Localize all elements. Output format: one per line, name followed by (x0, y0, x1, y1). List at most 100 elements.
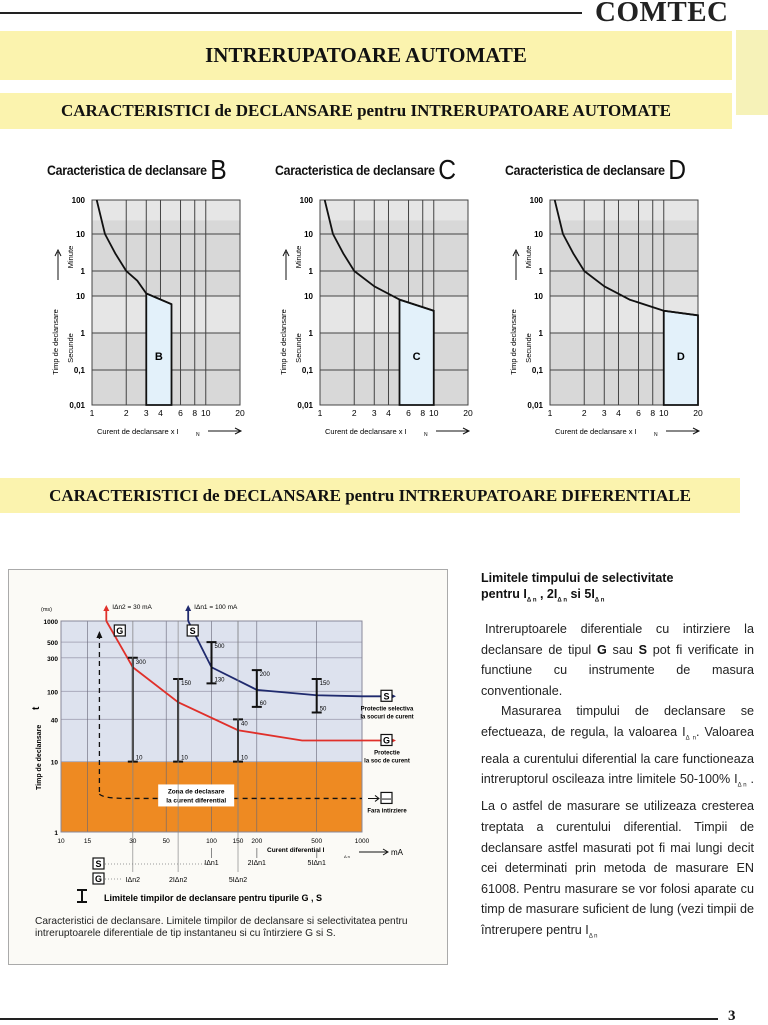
x-tick-label: 8 (650, 408, 655, 418)
limit-min-label: 130 (215, 677, 226, 683)
s-label-box (186, 624, 199, 637)
shade-band (320, 220, 468, 296)
region-label: C (413, 351, 421, 363)
legend-s: Protectie selectiva (361, 706, 414, 712)
x-tick-label: 4 (158, 408, 163, 418)
y-tick-label: 0,01 (527, 401, 543, 410)
section-title-automate: CARACTERISTICI de DECLANSARE pentru INTR… (0, 93, 732, 129)
x-unit: mA (391, 848, 404, 857)
limit-min-label: 50 (320, 707, 327, 713)
y-tick-label: 0,1 (532, 366, 544, 375)
plot-area: 100 10 1 10 1 0,1 0,01 1 2 3 4 6 8 10 20 D (527, 196, 703, 418)
x-tick-label: 200 (251, 838, 262, 845)
brand-logo: COMTEC (595, 0, 729, 28)
header-rule (0, 12, 582, 14)
plot-border (549, 199, 699, 406)
arrow-right-icon (208, 427, 243, 435)
x-tick-label: 6 (406, 408, 411, 418)
x-tick-label: 3 (144, 408, 149, 418)
y-axis-label: Timp de declansare (279, 309, 288, 375)
s-mark-label: IΔn1 (204, 860, 219, 867)
x-axis-sub: Δ n (344, 854, 350, 859)
x-tick-label: 1 (548, 408, 553, 418)
trip-chart-b: Caracteristica de declansare B 100 10 1 10 1 0,… (40, 152, 265, 442)
footer-rule (0, 1018, 718, 1020)
trip-chart-plot: 100 10 1 10 1 0,1 0,01 1 2 3 4 6 8 10 20 D Timp de decla… (509, 196, 703, 438)
limit-min-label: 10 (136, 756, 143, 762)
limit-bar-s: 150 50 (311, 677, 330, 714)
limit-bar-icon (206, 641, 217, 685)
zone-label: la curent diferential (166, 797, 226, 804)
limit-max-label: 300 (136, 660, 147, 666)
y-tick-label: 500 (47, 640, 58, 647)
y-tick-label: 0,01 (297, 401, 313, 410)
figure-caption: Caracteristici de declansare. Limitele t… (35, 916, 408, 939)
x-tick-label: 50 (163, 838, 171, 845)
y-tick-label: 1 (539, 267, 544, 276)
limit-max-label: 150 (181, 681, 192, 687)
x-tick-label: 3 (602, 408, 607, 418)
x-tick-label: 500 (311, 838, 322, 845)
limit-max-label: 40 (241, 721, 248, 727)
s-mark-label: 2IΔn1 (248, 860, 266, 867)
x-tick-label: 8 (420, 408, 425, 418)
g-row-box: G (95, 874, 102, 884)
trip-chart-d: Caracteristica de declansare D 100 10 1 10 1 0,… (498, 152, 723, 442)
s-legend-box-box (380, 689, 393, 702)
limit-min-label: 10 (241, 756, 248, 762)
y-tick-label: 10 (304, 230, 313, 239)
x-tick-label: 20 (693, 408, 703, 418)
limit-bar-icon (251, 669, 262, 708)
trip-chart-title: Caracteristica de declansare D (505, 154, 686, 185)
trip-chart-c: Caracteristica de declansare C 100 10 1 10 1 0,… (268, 152, 493, 442)
y-tick-label: 1 (309, 267, 314, 276)
arrow-right-icon (666, 427, 701, 435)
y-tick-label: 1000 (44, 619, 59, 626)
x-tick-label: 1 (318, 408, 323, 418)
y-tick-label: 100 (300, 196, 314, 205)
x-tick-label: 15 (84, 838, 92, 845)
y-axis-label: Timp de declansare (36, 725, 43, 790)
x-tick-label: 1000 (355, 838, 370, 845)
plot-area: 100 10 1 10 1 0,1 0,01 1 2 3 4 6 8 10 20 B (69, 196, 245, 418)
y-axis-seconds: Secunde (524, 333, 533, 363)
y-tick-label: 40 (51, 717, 59, 724)
limit-bar-s: 200 60 (251, 669, 271, 708)
limit-bar-icon (311, 677, 322, 714)
x-tick-label: 10 (201, 408, 211, 418)
shade-band (320, 333, 468, 405)
trip-curve (95, 199, 172, 306)
y-tick-label: 0,1 (74, 366, 86, 375)
article-heading-line-2: pentru IΔ n , 2IΔ n si 5IΔ n (481, 587, 605, 604)
g-row-box-box (92, 872, 105, 885)
no-delay-curve (98, 635, 362, 800)
x-tick-label: 3 (372, 408, 377, 418)
trip-curve (553, 199, 699, 317)
trip-chart-plot: 100 10 1 10 1 0,1 0,01 1 2 3 4 6 8 10 20 B Timp de decla… (51, 196, 245, 438)
article-paragraph-2: Masurarea timpului de declansare se efec… (481, 704, 754, 940)
y-tick-label: 1 (81, 267, 86, 276)
x-tick-label: 20 (463, 408, 473, 418)
x-axis-label: Curent de declansare x I (555, 427, 637, 436)
none-legend-box: — (382, 793, 391, 803)
g-legend-box: G (383, 735, 390, 745)
y-tick-label: 10 (304, 292, 313, 301)
y-tick-label: 10 (76, 230, 85, 239)
y-tick-label: 100 (47, 689, 58, 696)
y-axis-label: Timp de declansare (509, 309, 518, 375)
x-tick-label: 2 (352, 408, 357, 418)
x-tick-label: 4 (386, 408, 391, 418)
legend-g: Protectie (374, 750, 400, 756)
x-tick-label: 10 (57, 838, 65, 845)
arrow-up-icon (512, 248, 520, 280)
article-heading-line-1: Limitele timpului de selectivitate (481, 571, 674, 585)
g-mark-label: 5IΔn2 (229, 877, 247, 884)
y-axis-minutes: Minute (294, 246, 303, 269)
limit-bar-legend-icon (77, 889, 87, 903)
x-tick-label: 1 (90, 408, 95, 418)
limit-max-label: 200 (260, 672, 271, 678)
x-tick-label: 8 (192, 408, 197, 418)
x-tick-label: 10 (429, 408, 439, 418)
g-legend-box-box (380, 733, 393, 747)
